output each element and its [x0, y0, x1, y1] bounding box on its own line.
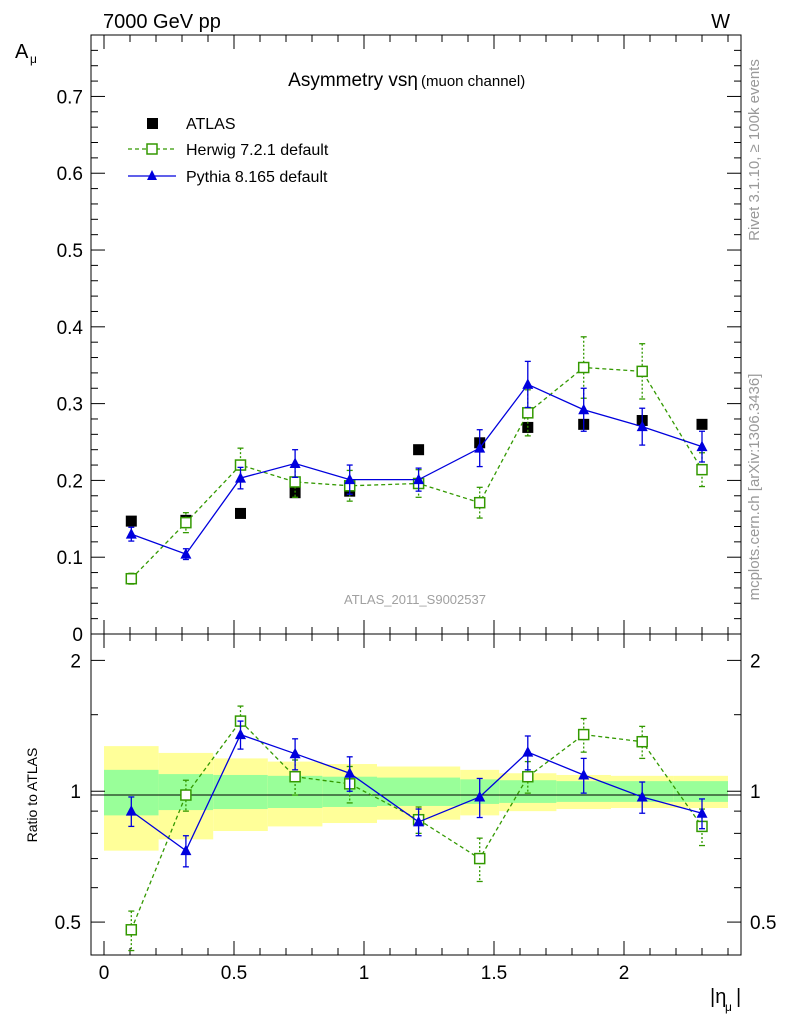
main-pythia-point — [413, 473, 425, 485]
main-herwig-line — [130, 366, 703, 580]
legend-label-herwig: Herwig 7.2.1 default — [186, 142, 329, 159]
y-axis-label-subscript: μ — [30, 52, 37, 66]
main-y-tick-label: 0.2 — [57, 471, 83, 492]
main-herwig-point — [180, 516, 192, 529]
ratio-herwig-point — [577, 728, 590, 741]
plot-title-suffix: (muon channel) — [421, 73, 525, 90]
main-herwig-point — [289, 476, 301, 488]
main-pythia-point — [125, 528, 137, 539]
main-pythia-point — [235, 472, 246, 483]
main-herwig-point — [696, 463, 708, 476]
main-pythia-point — [696, 440, 708, 452]
ratio-inner-band-bin — [673, 781, 728, 802]
ratio-panel: Ratio to ATLAS 0.5 0.5 1 1 2 2 0 0.5 1 1.5 2 |η μ… — [24, 633, 777, 1014]
ratio-y-tick-label: 1 — [70, 782, 81, 803]
main-series-layer — [125, 336, 708, 585]
ratio-pythia-point — [344, 767, 356, 778]
ratio-y-ticks: 0.5 0.5 1 1 2 2 — [55, 651, 777, 934]
legend-item-pythia: Pythia 8.165 default — [128, 169, 328, 186]
legend-item-herwig: Herwig 7.2.1 default — [128, 142, 329, 159]
main-atlas-point — [235, 507, 246, 519]
main-atlas-point — [413, 444, 425, 456]
ratio-pythia-point — [289, 747, 301, 759]
ratio-pythia-point — [696, 807, 708, 818]
ratio-inner-band-bin — [213, 774, 268, 810]
x-tick-label: 0.5 — [221, 963, 247, 984]
observable-label: W — [711, 11, 730, 33]
legend-marker-atlas — [147, 118, 158, 129]
main-pythia-point — [578, 403, 590, 415]
main-y-tick-label: 0 — [72, 625, 83, 646]
ratio-herwig-line — [130, 720, 703, 931]
ratio-y-tick-label: 2 — [70, 651, 81, 672]
legend-label-pythia: Pythia 8.165 default — [186, 169, 328, 186]
ratio-inner-band-bin — [377, 777, 461, 806]
legend: ATLAS Herwig 7.2.1 default Pythia 8.165 … — [128, 116, 329, 186]
x-tick-label: 0 — [99, 963, 110, 984]
main-y-tick-label: 0.6 — [57, 164, 83, 185]
main-herwig-point — [125, 572, 138, 585]
main-y-tick-label: 0.4 — [57, 318, 84, 339]
main-herwig-point — [577, 361, 590, 374]
main-y-tick-label: 0.3 — [57, 395, 83, 416]
main-herwig-point — [473, 496, 486, 509]
main-pythia-point — [474, 442, 486, 453]
ratio-uncertainty-bands — [104, 746, 728, 851]
ratio-y-tick-label-right: 2 — [750, 651, 761, 672]
ratio-pythia-point — [235, 728, 246, 740]
ratio-herwig-point — [289, 770, 301, 783]
x-tick-label: 1 — [359, 963, 370, 984]
main-pythia-point — [636, 420, 648, 432]
main-atlas-point — [125, 515, 137, 527]
legend-marker-herwig — [146, 143, 158, 155]
main-y-tick-label: 0.5 — [57, 241, 83, 262]
main-pythia-point — [289, 457, 301, 469]
ratio-herwig-point — [473, 852, 486, 865]
main-herwig-point — [522, 407, 534, 419]
y-axis-label: A — [15, 41, 29, 63]
main-herwig-point — [636, 365, 648, 378]
ratio-y-tick-label-right: 1 — [750, 782, 761, 803]
main-pythia-point — [344, 473, 356, 485]
ratio-y-tick-label-right: 0.5 — [750, 913, 776, 934]
ratio-y-axis-label: Ratio to ATLAS — [24, 748, 40, 843]
ratio-pythia-point — [125, 805, 137, 816]
legend-item-atlas: ATLAS — [147, 116, 236, 133]
main-atlas-point — [696, 418, 708, 430]
main-panel: Asymmetry vsη (muon channel) A μ ATLAS_2… — [15, 34, 742, 646]
rivet-version-label: Rivet 3.1.10, ≥ 100k events — [746, 59, 763, 241]
ratio-y-tick-label: 0.5 — [55, 913, 81, 934]
ratio-pythia-point — [180, 844, 192, 856]
main-y-tick-label: 0.1 — [57, 548, 83, 569]
main-pythia-point — [522, 378, 534, 389]
main-atlas-point — [289, 487, 301, 499]
main-pythia-point — [180, 548, 192, 559]
x-axis-label-subscript: μ — [725, 1000, 732, 1014]
ratio-pythia-point — [474, 790, 486, 802]
main-y-tick-label: 0.7 — [57, 87, 83, 108]
x-tick-label: 2 — [619, 963, 630, 984]
ratio-x-ticks: 0 0.5 1 1.5 2 — [99, 634, 729, 984]
x-tick-label: 1.5 — [481, 963, 507, 984]
ratio-pythia-point — [413, 815, 425, 827]
x-axis-label: |η — [710, 986, 726, 1008]
process-label: 7000 GeV pp — [103, 11, 221, 33]
mcplots-reference-label: mcplots.cern.ch [arXiv:1306.3436] — [746, 374, 763, 601]
legend-marker-pythia — [147, 170, 157, 180]
ratio-pythia-point — [636, 790, 648, 802]
ratio-herwig-point — [180, 789, 192, 801]
ratio-herwig-point — [125, 924, 138, 936]
plot-title: Asymmetry vsη — [288, 70, 418, 91]
main-y-ticks: 0 0.1 0.2 0.3 0.4 0.5 0.6 0.7 — [57, 49, 741, 646]
ratio-series-layer — [125, 705, 708, 952]
analysis-watermark: ATLAS_2011_S9002537 — [344, 592, 486, 607]
main-x-ticks — [103, 35, 729, 634]
legend-label-atlas: ATLAS — [186, 116, 236, 133]
ratio-pythia-point — [522, 746, 534, 757]
ratio-herwig-point — [636, 735, 648, 748]
ratio-herwig-point — [522, 770, 534, 783]
x-axis-label-suffix: | — [736, 986, 741, 1008]
ratio-pythia-point — [578, 768, 590, 780]
